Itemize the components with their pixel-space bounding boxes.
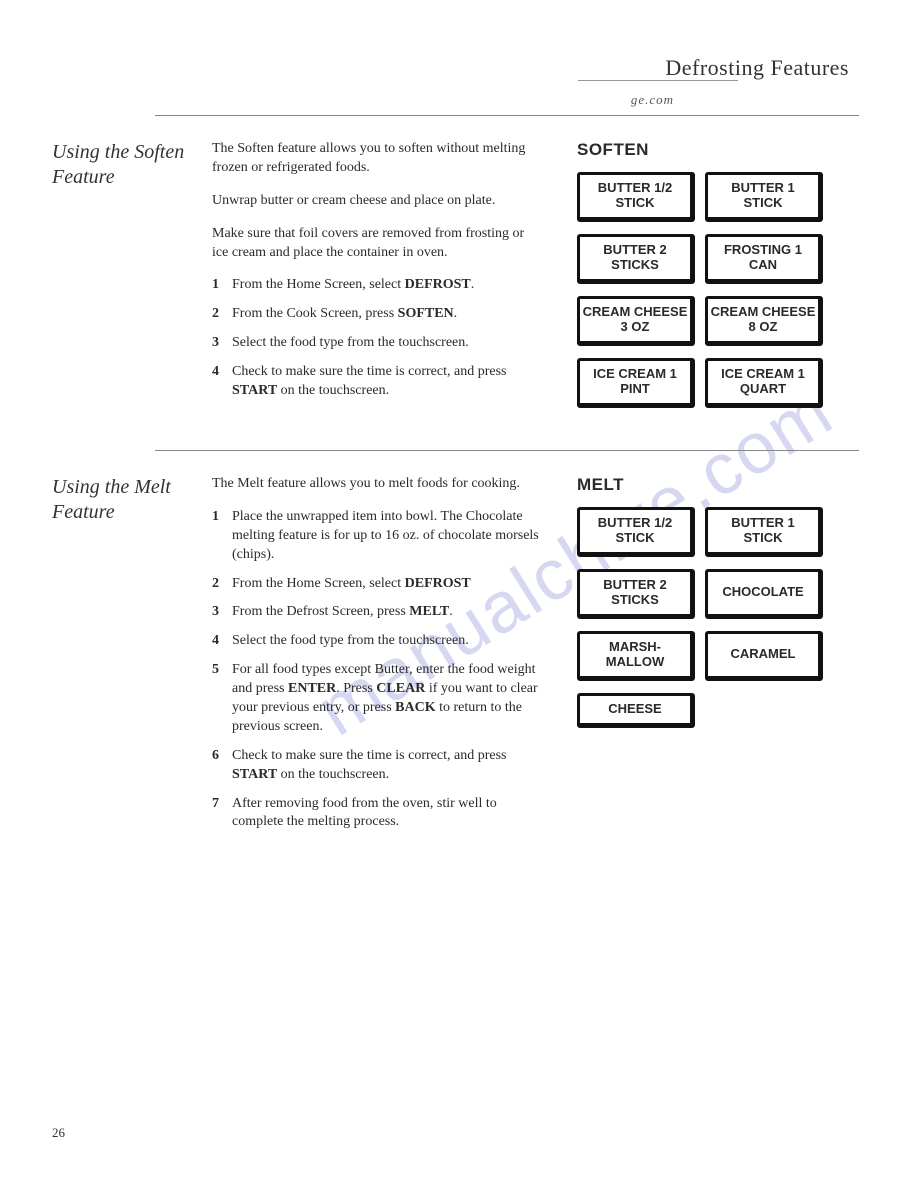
- melt-button[interactable]: CHEESE: [577, 693, 695, 728]
- para: Make sure that foil covers are removed f…: [212, 225, 542, 263]
- melt-button[interactable]: CHOCOLATE: [705, 569, 823, 619]
- step: 1From the Home Screen, select DEFROST.: [212, 276, 542, 295]
- step: 3From the Defrost Screen, press MELT.: [212, 603, 542, 622]
- step: 4Select the food type from the touchscre…: [212, 632, 542, 651]
- panel-title-melt: MELT: [577, 475, 857, 495]
- step: 5For all food types except Butter, enter…: [212, 661, 542, 737]
- soften-button[interactable]: ICE CREAM 1 PINT: [577, 358, 695, 408]
- section-divider: [155, 450, 859, 451]
- panel-title-soften: SOFTEN: [577, 140, 857, 160]
- melt-button[interactable]: BUTTER 1/2 STICK: [577, 507, 695, 557]
- soften-button[interactable]: CREAM CHEESE 3 OZ: [577, 296, 695, 346]
- step: 3Select the food type from the touchscre…: [212, 334, 542, 353]
- melt-button[interactable]: MARSH- MALLOW: [577, 631, 695, 681]
- melt-button[interactable]: BUTTER 2 STICKS: [577, 569, 695, 619]
- steps-soften: 1From the Home Screen, select DEFROST. 2…: [212, 276, 542, 400]
- step: 4Check to make sure the time is correct,…: [212, 363, 542, 401]
- header-rule-short: [578, 80, 738, 81]
- side-heading-soften: Using the Soften Feature: [52, 140, 197, 190]
- header-website: ge.com: [631, 92, 674, 108]
- para: Unwrap butter or cream cheese and place …: [212, 192, 542, 211]
- steps-melt: 1Place the unwrapped item into bowl. The…: [212, 508, 542, 832]
- melt-button[interactable]: CARAMEL: [705, 631, 823, 681]
- header-rule: [155, 115, 859, 116]
- button-grid-soften: BUTTER 1/2 STICK BUTTER 1 STICK BUTTER 2…: [577, 172, 857, 408]
- soften-button[interactable]: BUTTER 1 STICK: [705, 172, 823, 222]
- side-heading-melt: Using the Melt Feature: [52, 475, 197, 525]
- panel-soften: SOFTEN BUTTER 1/2 STICK BUTTER 1 STICK B…: [577, 140, 857, 408]
- panel-melt: MELT BUTTER 1/2 STICK BUTTER 1 STICK BUT…: [577, 475, 857, 728]
- melt-button[interactable]: BUTTER 1 STICK: [705, 507, 823, 557]
- page-number: 26: [52, 1125, 65, 1141]
- step: 6Check to make sure the time is correct,…: [212, 747, 542, 785]
- body-melt: The Melt feature allows you to melt food…: [212, 475, 542, 842]
- soften-button[interactable]: BUTTER 1/2 STICK: [577, 172, 695, 222]
- step: 7After removing food from the oven, stir…: [212, 795, 542, 833]
- header-title: Defrosting Features: [665, 55, 849, 81]
- para: The Soften feature allows you to soften …: [212, 140, 542, 178]
- step: 1Place the unwrapped item into bowl. The…: [212, 508, 542, 565]
- soften-button[interactable]: BUTTER 2 STICKS: [577, 234, 695, 284]
- step: 2From the Cook Screen, press SOFTEN.: [212, 305, 542, 324]
- soften-button[interactable]: FROSTING 1 CAN: [705, 234, 823, 284]
- soften-button[interactable]: ICE CREAM 1 QUART: [705, 358, 823, 408]
- soften-button[interactable]: CREAM CHEESE 8 OZ: [705, 296, 823, 346]
- body-soften: The Soften feature allows you to soften …: [212, 140, 542, 411]
- step: 2From the Home Screen, select DEFROST: [212, 575, 542, 594]
- button-grid-melt: BUTTER 1/2 STICK BUTTER 1 STICK BUTTER 2…: [577, 507, 857, 728]
- para: The Melt feature allows you to melt food…: [212, 475, 542, 494]
